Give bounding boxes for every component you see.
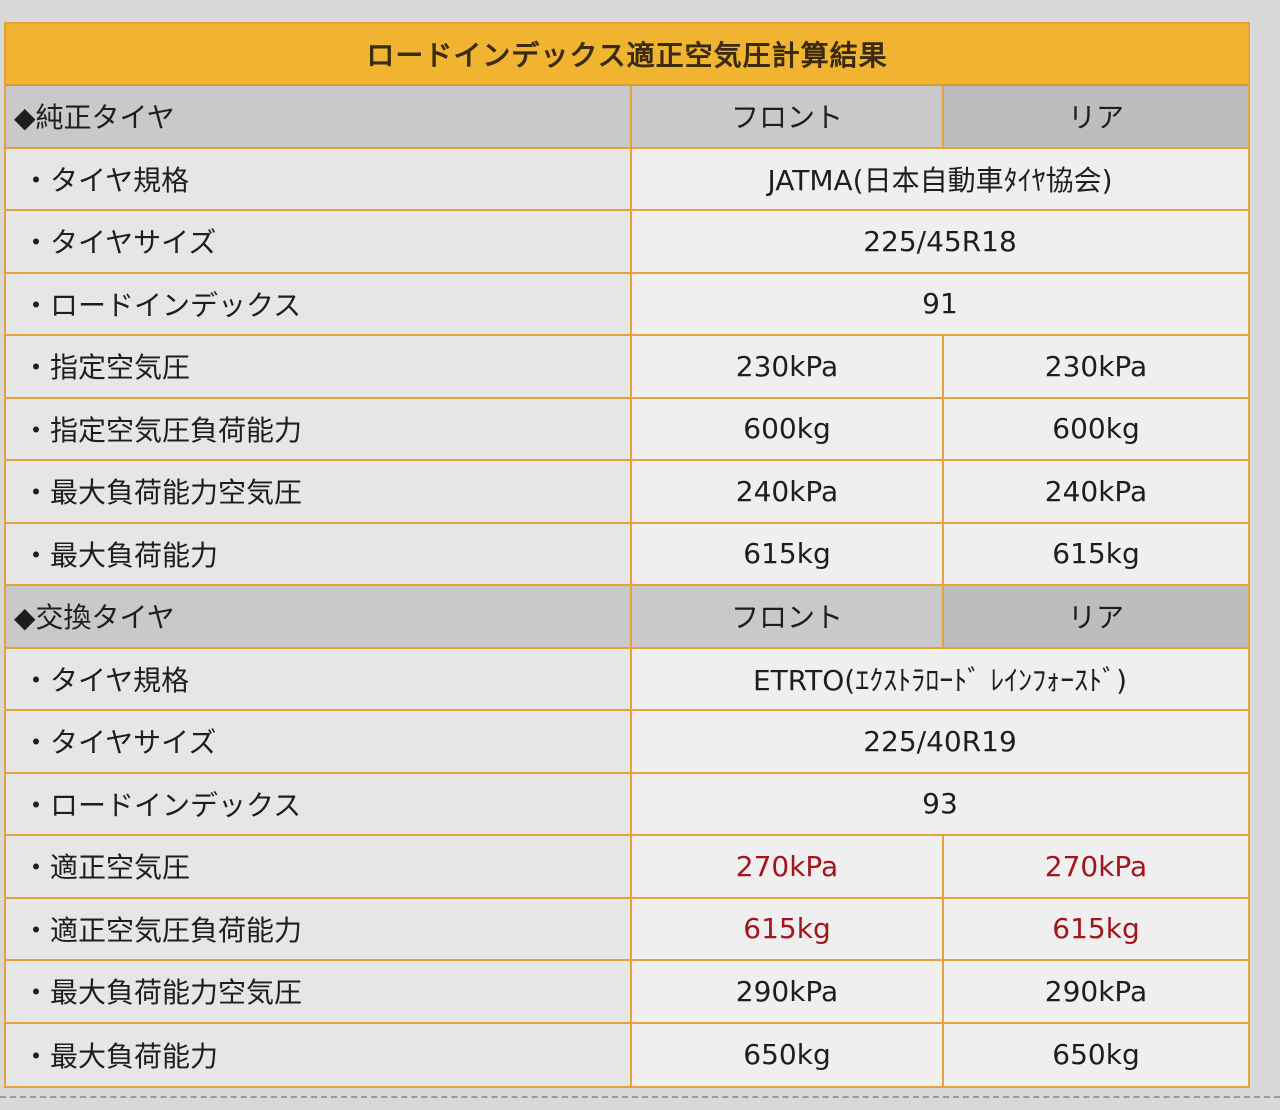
- row-label: ・適正空気圧負荷能力: [6, 898, 632, 959]
- table-row: ・最大負荷能力 615kg 615kg: [6, 523, 1248, 586]
- row-rear-value: 240kPa: [942, 461, 1248, 522]
- row-value: 225/45R18: [632, 211, 1248, 272]
- row-label: ・最大負荷能力空気圧: [6, 961, 632, 1022]
- replacement-front-header: フロント: [632, 586, 942, 647]
- row-value: ETRTO(ｴｸｽﾄﾗﾛｰﾄﾞ ﾚｲﾝﾌｫｰｽﾄﾞ): [632, 648, 1248, 709]
- replacement-section-header: ◆交換タイヤ フロント リア: [6, 586, 1248, 649]
- oem-front-header: フロント: [632, 86, 942, 147]
- row-label: ・タイヤ規格: [6, 148, 632, 209]
- row-label: ・タイヤ規格: [6, 648, 632, 709]
- table-row: ・最大負荷能力空気圧 240kPa 240kPa: [6, 461, 1248, 524]
- table-title-bar: ロードインデックス適正空気圧計算結果: [6, 24, 1248, 86]
- table-row: ・最大負荷能力 650kg 650kg: [6, 1023, 1248, 1086]
- table-title: ロードインデックス適正空気圧計算結果: [366, 39, 888, 72]
- row-front-value: 290kPa: [632, 961, 942, 1022]
- replacement-rear-header: リア: [942, 586, 1248, 647]
- row-front-value-highlight: 270kPa: [632, 836, 942, 897]
- row-label: ・最大負荷能力空気圧: [6, 461, 632, 522]
- row-rear-value: 600kg: [942, 398, 1248, 459]
- row-front-value: 240kPa: [632, 461, 942, 522]
- row-label: ・最大負荷能力: [6, 1023, 632, 1086]
- row-rear-value: 290kPa: [942, 961, 1248, 1022]
- table-row: ・ロードインデックス 93: [6, 773, 1248, 836]
- row-value: 93: [632, 773, 1248, 834]
- row-label: ・最大負荷能力: [6, 523, 632, 584]
- row-label: ・タイヤサイズ: [6, 211, 632, 272]
- row-front-value-highlight: 615kg: [632, 898, 942, 959]
- row-value: 91: [632, 273, 1248, 334]
- row-value: 225/40R19: [632, 711, 1248, 772]
- table-row: ・ロードインデックス 91: [6, 273, 1248, 336]
- table-row: ・最大負荷能力空気圧 290kPa 290kPa: [6, 961, 1248, 1024]
- row-label: ・指定空気圧: [6, 336, 632, 397]
- table-row: ・指定空気圧 230kPa 230kPa: [6, 336, 1248, 399]
- row-label: ・指定空気圧負荷能力: [6, 398, 632, 459]
- row-front-value: 615kg: [632, 523, 942, 584]
- row-rear-value: 230kPa: [942, 336, 1248, 397]
- row-label: ・タイヤサイズ: [6, 711, 632, 772]
- row-front-value: 650kg: [632, 1023, 942, 1086]
- row-label: ・ロードインデックス: [6, 273, 632, 334]
- results-table: ロードインデックス適正空気圧計算結果 ◆純正タイヤ フロント リア ・タイヤ規格…: [4, 22, 1250, 1088]
- row-rear-value-highlight: 615kg: [942, 898, 1248, 959]
- row-rear-value: 650kg: [942, 1023, 1248, 1086]
- table-row: ・タイヤ規格 ETRTO(ｴｸｽﾄﾗﾛｰﾄﾞ ﾚｲﾝﾌｫｰｽﾄﾞ): [6, 648, 1248, 711]
- table-row: ・適正空気圧負荷能力 615kg 615kg: [6, 898, 1248, 961]
- table-row: ・適正空気圧 270kPa 270kPa: [6, 836, 1248, 899]
- oem-header-label: ◆純正タイヤ: [6, 86, 632, 147]
- oem-rear-header: リア: [942, 86, 1248, 147]
- replacement-header-label: ◆交換タイヤ: [6, 586, 632, 647]
- row-value: JATMA(日本自動車ﾀｲﾔ協会): [632, 148, 1248, 209]
- oem-section-header: ◆純正タイヤ フロント リア: [6, 86, 1248, 149]
- dashed-divider: [0, 1096, 1280, 1098]
- table-row: ・タイヤサイズ 225/45R18: [6, 211, 1248, 274]
- row-rear-value-highlight: 270kPa: [942, 836, 1248, 897]
- row-label: ・適正空気圧: [6, 836, 632, 897]
- table-row: ・タイヤサイズ 225/40R19: [6, 711, 1248, 774]
- row-rear-value: 615kg: [942, 523, 1248, 584]
- row-label: ・ロードインデックス: [6, 773, 632, 834]
- row-front-value: 230kPa: [632, 336, 942, 397]
- table-row: ・指定空気圧負荷能力 600kg 600kg: [6, 398, 1248, 461]
- table-row: ・タイヤ規格 JATMA(日本自動車ﾀｲﾔ協会): [6, 148, 1248, 211]
- row-front-value: 600kg: [632, 398, 942, 459]
